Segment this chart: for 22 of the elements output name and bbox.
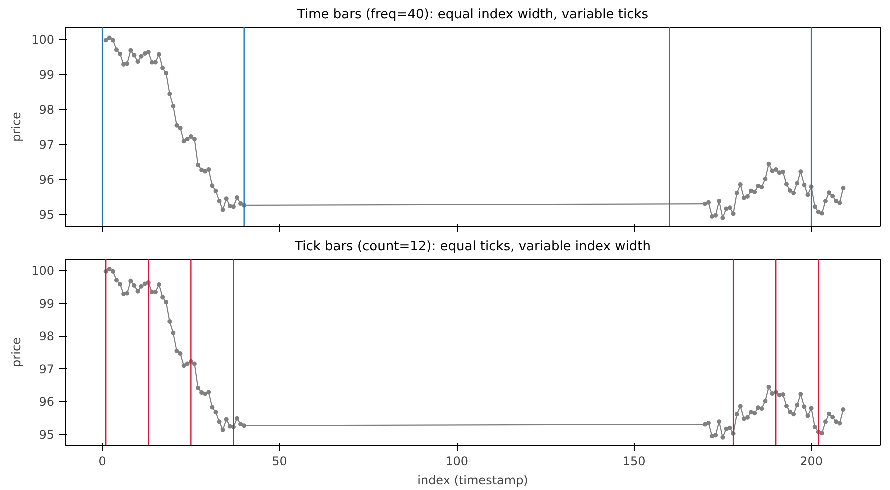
x-tick-label: 100 <box>446 454 468 468</box>
x-tick-label: 200 <box>800 454 824 468</box>
y-tick-label: 96 <box>39 173 55 188</box>
y-tick-label: 95 <box>39 428 55 442</box>
x-axis-title: index (timestamp) <box>418 474 528 488</box>
y-tick-label: 95 <box>39 208 55 222</box>
chart-title: Time bars (freq=40): equal index width, variable ticks <box>296 8 649 22</box>
y-tick-label: 97 <box>39 362 55 376</box>
y-axis-title: price <box>10 112 24 142</box>
x-tick-label: 0 <box>98 454 106 468</box>
y-tick-label: 100 <box>32 32 54 47</box>
y-tick-label: 98 <box>39 330 55 344</box>
y-tick-label: 97 <box>39 138 55 152</box>
x-tick-label: 50 <box>272 454 288 468</box>
y-axis-title: price <box>10 338 24 368</box>
y-tick-label: 99 <box>39 296 55 311</box>
x-tick-label: 150 <box>622 454 646 468</box>
y-tick-label: 99 <box>39 68 55 82</box>
y-tick-label: 98 <box>39 102 55 117</box>
y-tick-label: 96 <box>39 395 55 410</box>
chart-title: Tick bars (count=12): equal ticks, variable index width <box>294 240 651 254</box>
y-tick-label: 100 <box>32 264 54 278</box>
